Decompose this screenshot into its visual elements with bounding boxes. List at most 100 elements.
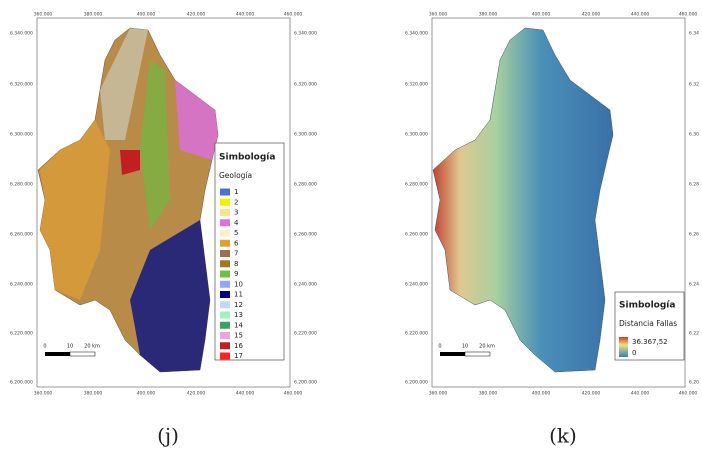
y-label-left: 6.260.000 (10, 232, 33, 238)
legend-label: 10 (234, 280, 243, 288)
scale-label: 10 (462, 344, 468, 350)
legend-label: 14 (234, 321, 243, 329)
legend-max: 36.367,52 (632, 338, 668, 346)
x-label-top: 380.000 (84, 12, 103, 18)
x-label-bottom: 380.000 (479, 391, 498, 397)
legend-title: Simbología (219, 153, 275, 163)
y-label-right: 6.240.000 (294, 282, 317, 288)
y-label-left: 6.300.000 (10, 132, 33, 138)
y-label-right: 6.200.000 (294, 380, 317, 386)
x-label-bottom: 440.000 (236, 391, 255, 397)
y-label-left: 6.200.000 (405, 380, 428, 386)
y-label-left: 6.320.000 (10, 82, 33, 88)
legend-label: 16 (234, 342, 243, 350)
legend-swatch (220, 219, 230, 226)
y-label-right: 6.300.000 (294, 132, 317, 138)
scale-label: 0 (43, 344, 46, 350)
x-label-top: 420.000 (187, 12, 206, 18)
y-label-left: 6.280.000 (405, 182, 428, 188)
legend-swatch (220, 230, 230, 237)
y-label-left: 6.340.000 (10, 31, 33, 37)
x-label-top: 440.000 (631, 12, 650, 18)
y-label-right: 6.24 (689, 282, 699, 288)
y-label-right: 6.20 (689, 380, 699, 386)
legend-swatch (220, 353, 230, 360)
x-label-bottom: 400.000 (137, 391, 156, 397)
y-label-right: 6.280.000 (294, 182, 317, 188)
y-label-right: 6.26 (689, 232, 699, 238)
caption: (k) (549, 424, 577, 448)
y-label-right: 6.28 (689, 182, 699, 188)
legend-label: 15 (234, 332, 243, 340)
scale-label: 20 km (84, 344, 100, 350)
legend-swatch (220, 240, 230, 247)
x-label-top: 400.000 (532, 12, 551, 18)
y-label-right: 6.34 (689, 31, 699, 37)
figure: 360.000 360.000 380.000 380.000 400.000 400.0… (0, 0, 702, 451)
legend-swatch (220, 332, 230, 339)
legend-min: 0 (632, 349, 636, 357)
scale-bar (70, 352, 95, 356)
x-label-bottom: 400.000 (532, 391, 551, 397)
legend-subtitle: Distancia Fallas (619, 319, 677, 328)
x-label-top: 460.000 (679, 12, 698, 18)
x-label-bottom: 380.000 (84, 391, 103, 397)
map-panel: 360.000 360.000 380.000 380.000 400.000 400.0… (10, 12, 317, 448)
scale-label: 10 (67, 344, 73, 350)
x-label-top: 400.000 (137, 12, 156, 18)
legend-label: 1 (234, 188, 238, 196)
y-label-left: 6.260.000 (405, 232, 428, 238)
legend-label: 5 (234, 229, 238, 237)
legend-subtitle: Geología (219, 171, 252, 180)
scale-bar (465, 352, 490, 356)
legend-label: 2 (234, 198, 238, 206)
scale-label: 20 km (479, 344, 495, 350)
legend-swatch (220, 250, 230, 257)
x-label-bottom: 420.000 (187, 391, 206, 397)
x-label-top: 380.000 (479, 12, 498, 18)
legend-label: 11 (234, 291, 243, 299)
x-label-bottom: 460.000 (284, 391, 303, 397)
map-area (433, 28, 613, 372)
x-label-top: 460.000 (284, 12, 303, 18)
x-label-bottom: 440.000 (631, 391, 650, 397)
x-label-bottom: 360.000 (34, 391, 53, 397)
y-label-right: 6.30 (689, 132, 699, 138)
legend-label: 3 (234, 209, 238, 217)
x-label-top: 360.000 (34, 12, 53, 18)
y-label-right: 6.260.000 (294, 232, 317, 238)
legend-label: 13 (234, 311, 243, 319)
y-label-right: 6.22 (689, 331, 699, 337)
legend-swatch (220, 301, 230, 308)
y-label-right: 6.340.000 (294, 31, 317, 37)
legend-swatch (220, 312, 230, 319)
legend-label: 4 (234, 219, 239, 227)
y-label-left: 6.320.000 (405, 82, 428, 88)
legend-label: 12 (234, 301, 243, 309)
y-label-left: 6.280.000 (10, 182, 33, 188)
y-label-left: 6.300.000 (405, 132, 428, 138)
y-label-left: 6.240.000 (405, 282, 428, 288)
x-label-bottom: 460.000 (679, 391, 698, 397)
x-label-top: 420.000 (582, 12, 601, 18)
legend-label: 7 (234, 250, 238, 258)
legend-swatch (220, 189, 230, 196)
legend-label: 8 (234, 260, 238, 268)
x-label-bottom: 360.000 (429, 391, 448, 397)
legend-label: 6 (234, 239, 239, 247)
legend-swatch (220, 322, 230, 329)
x-label-top: 440.000 (236, 12, 255, 18)
y-label-right: 6.320.000 (294, 82, 317, 88)
legend-label: 17 (234, 352, 243, 360)
y-label-left: 6.340.000 (405, 31, 428, 37)
legend-swatch (220, 199, 230, 206)
legend-swatch (220, 209, 230, 216)
geo-zone (175, 80, 218, 160)
scale-bar (45, 352, 70, 356)
legend-title: Simbología (619, 301, 675, 311)
y-label-left: 6.200.000 (10, 380, 33, 386)
y-label-left: 6.240.000 (10, 282, 33, 288)
scale-label: 0 (438, 344, 441, 350)
y-label-right: 6.32 (689, 82, 699, 88)
map-panel: 360.000360.000380.000380.000400.000400.0… (405, 12, 699, 448)
